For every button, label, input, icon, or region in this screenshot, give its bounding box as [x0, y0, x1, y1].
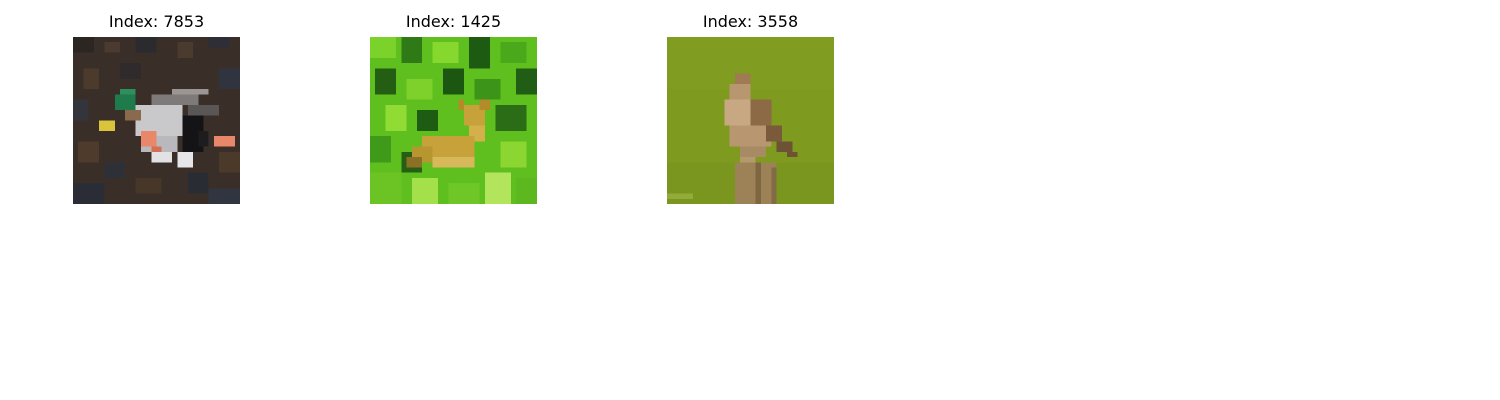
duck-thumbnail	[73, 37, 240, 204]
deer-thumbnail	[370, 37, 537, 204]
panel-title: Index: 3558	[627, 12, 874, 32]
panel-title: Index: 7853	[33, 12, 280, 32]
panel-title: Index: 1425	[330, 12, 577, 32]
bird-thumbnail	[667, 37, 834, 204]
